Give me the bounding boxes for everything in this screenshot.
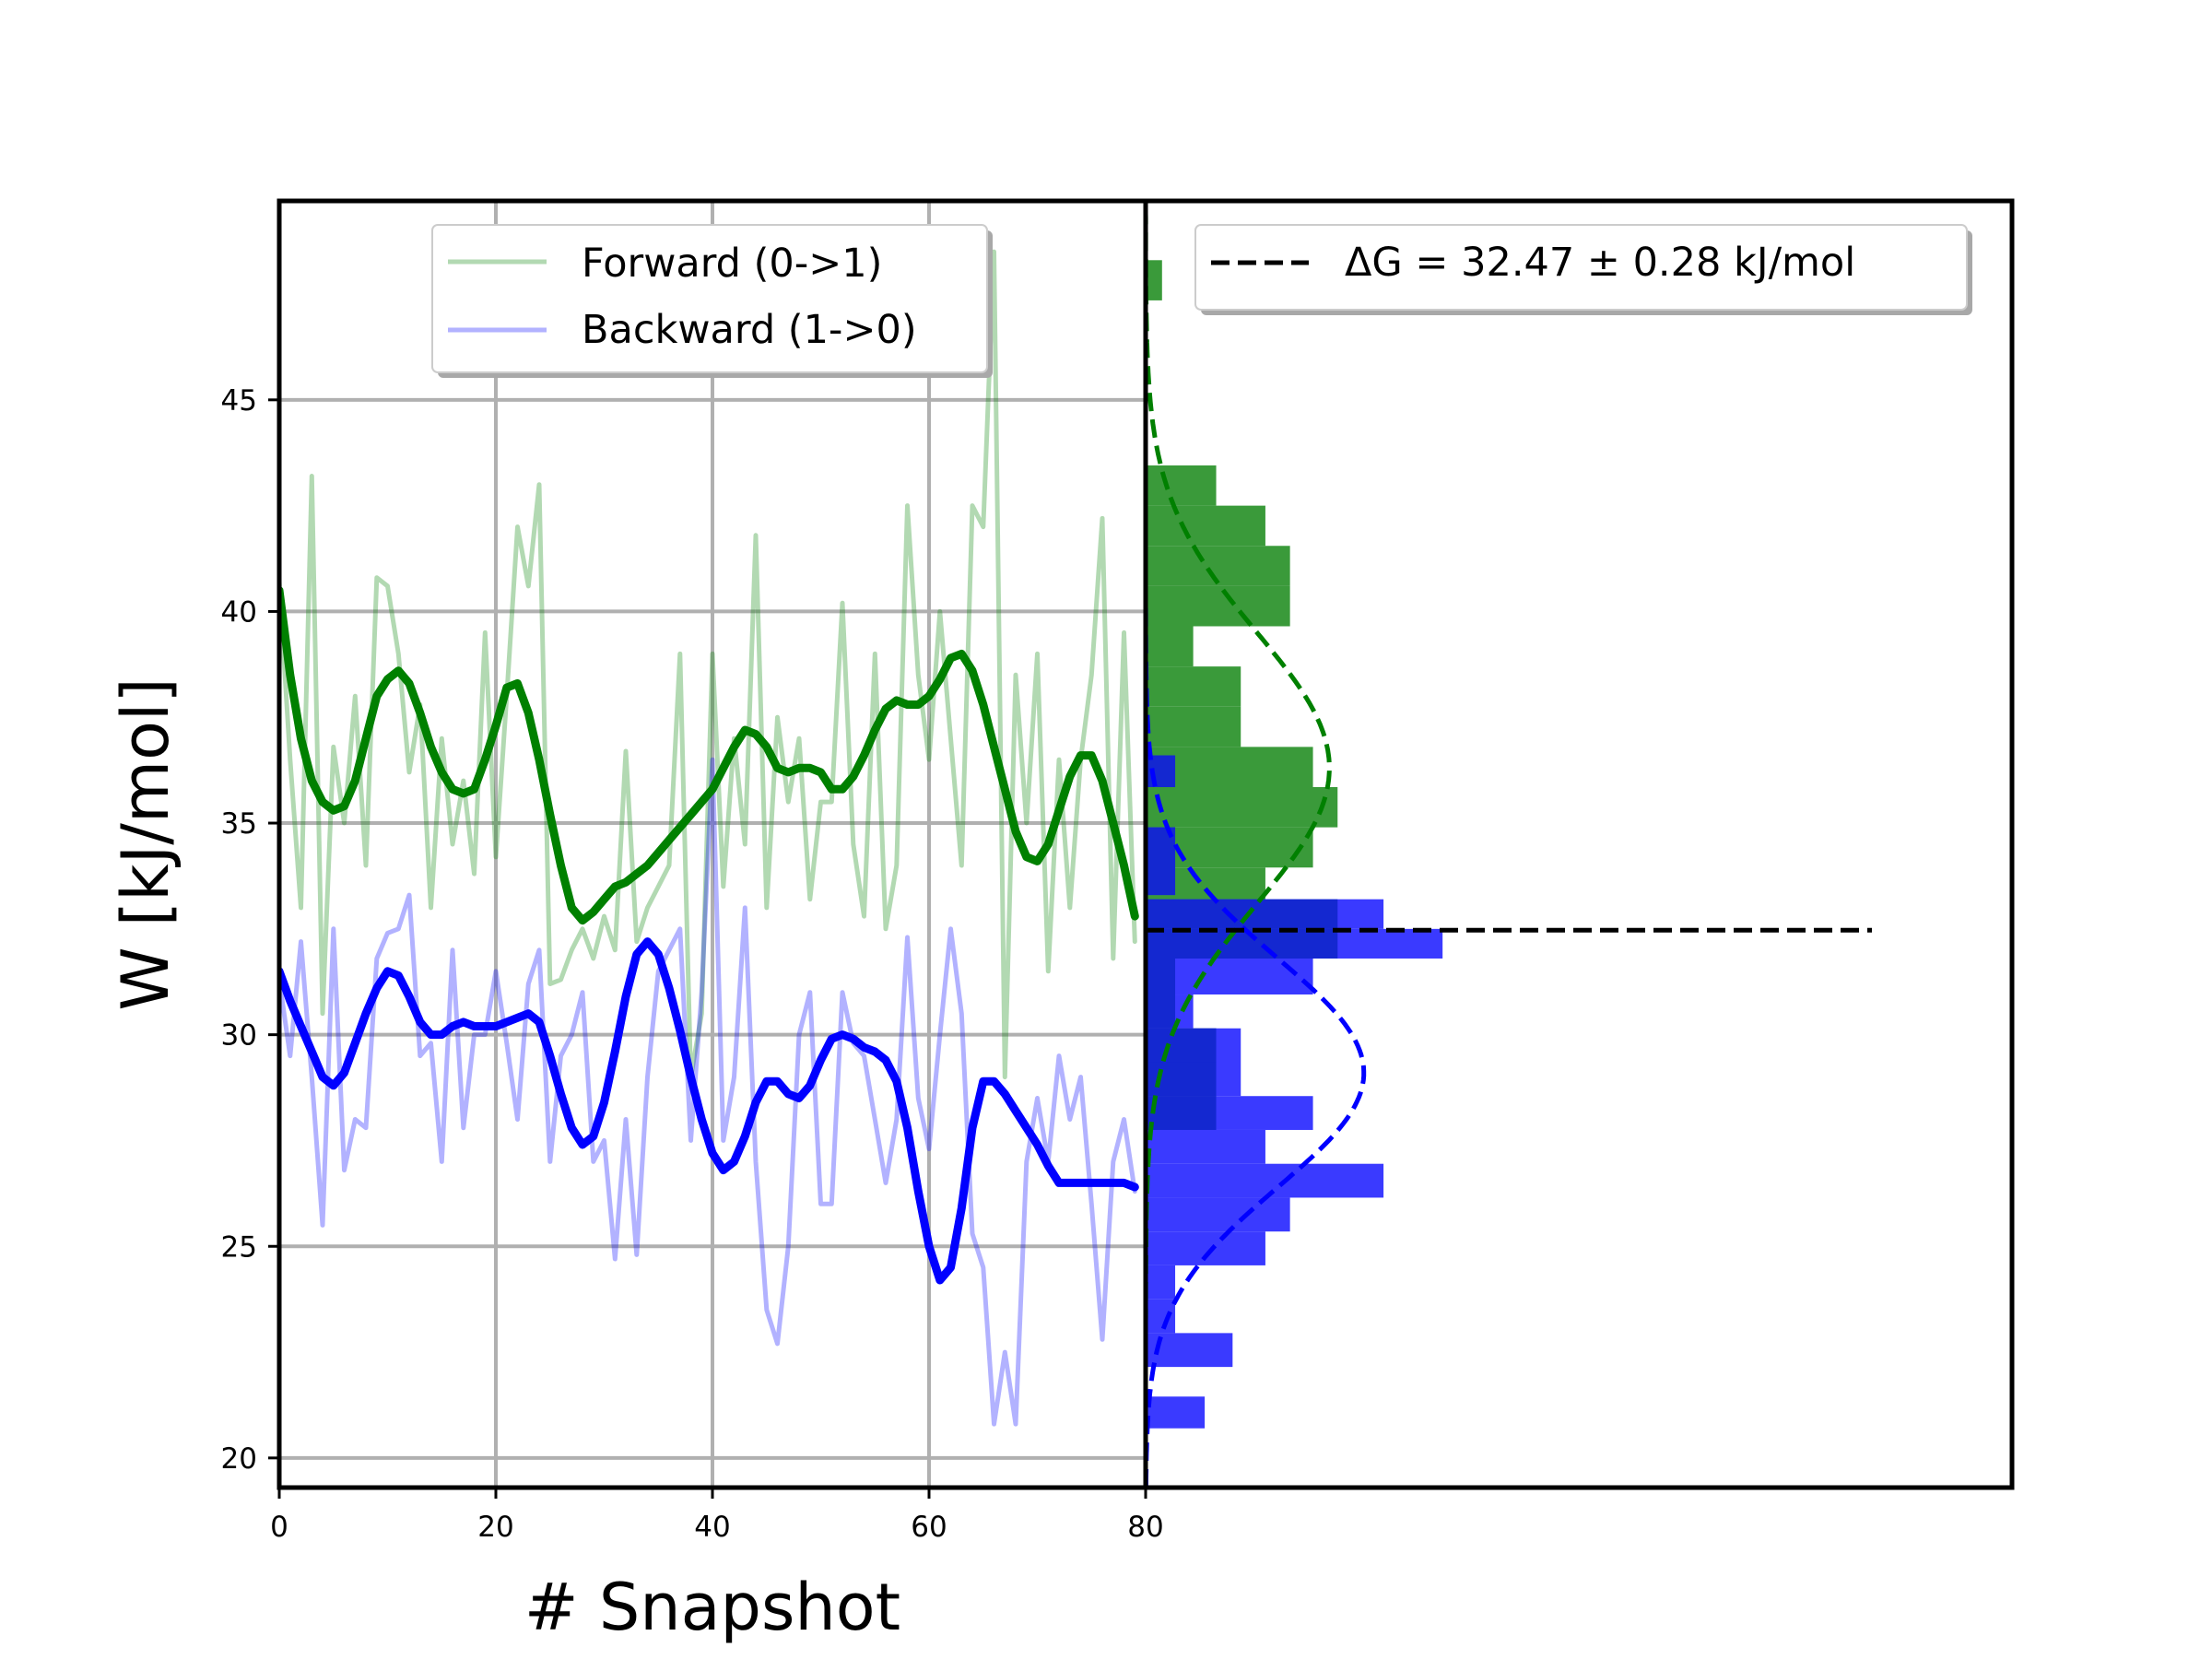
backward-raw-line <box>279 757 1137 1427</box>
overlap-histogram-bar <box>1146 958 1176 995</box>
right-panel: ΔG = 32.47 ± 0.28 kJ/mol <box>1143 198 2015 1490</box>
forward-histogram-bar <box>1146 666 1241 707</box>
x-tick-label: 0 <box>270 1511 288 1544</box>
histogram-bars <box>1146 260 1443 1429</box>
legend-left-box <box>431 224 988 373</box>
legend-forward-label: Forward (0->1) <box>582 241 882 287</box>
x-ticks: 0 20 40 60 80 <box>270 1488 1164 1544</box>
legend-backward-label: Backward (1->0) <box>582 307 917 353</box>
backward-histogram-bar <box>1146 1197 1290 1232</box>
forward-histogram-bar <box>1146 787 1338 828</box>
overlap-histogram-bar <box>1146 899 1338 929</box>
y-tick-label: 40 <box>221 595 257 629</box>
right-axes-frame <box>1143 198 2015 1490</box>
x-axis-title: # Snapshot <box>524 1570 900 1645</box>
legend-dG-label: ΔG = 32.47 ± 0.28 kJ/mol <box>1345 240 1855 286</box>
forward-histogram-bar <box>1146 626 1194 667</box>
backward-histogram-bar <box>1146 1163 1384 1198</box>
overlap-histogram-bar <box>1146 1028 1217 1063</box>
y-axis-title: W [kJ/mol] <box>108 677 183 1010</box>
legend-right-box <box>1194 224 1968 311</box>
backward-fit-curve <box>1146 201 1367 1488</box>
x-tick-label: 20 <box>477 1511 513 1544</box>
legend-left: Forward (0->1) Backward (1->0) <box>431 224 993 378</box>
forward-smoothed-line <box>279 586 1139 925</box>
x-tick-label: 60 <box>911 1511 947 1544</box>
forward-histogram-bar <box>1146 706 1241 747</box>
overlap-histogram-bar <box>1146 1096 1217 1130</box>
forward-histogram-bar <box>1146 505 1265 547</box>
forward-histogram-bar <box>1146 585 1290 627</box>
backward-smoothed-line <box>279 937 1139 1285</box>
forward-histogram-bar <box>1146 260 1162 300</box>
y-tick-label: 25 <box>221 1230 257 1264</box>
overlap-histogram-bar <box>1146 827 1176 896</box>
backward-histogram-bar <box>1146 1129 1265 1164</box>
left-grid <box>279 201 1146 1488</box>
x-tick-label: 40 <box>694 1511 730 1544</box>
left-panel: 0 20 40 60 80 20 25 30 35 40 45 # Snapshot W [kJ/… <box>108 198 1164 1645</box>
overlap-histogram-bar <box>1146 928 1338 959</box>
y-ticks: 20 25 30 35 40 45 <box>221 384 279 1476</box>
y-tick-label: 35 <box>221 807 257 841</box>
overlap-histogram-bar <box>1146 994 1176 1029</box>
backward-histogram-bar <box>1146 1231 1265 1265</box>
x-tick-label: 80 <box>1127 1511 1163 1544</box>
backward-histogram-bar <box>1146 1396 1206 1429</box>
left-lines <box>279 249 1139 1427</box>
y-tick-label: 45 <box>221 384 257 418</box>
overlap-histogram-bar <box>1146 1062 1217 1097</box>
y-tick-label: 30 <box>221 1019 257 1053</box>
y-tick-label: 20 <box>221 1442 257 1476</box>
legend-right: ΔG = 32.47 ± 0.28 kJ/mol <box>1194 224 1972 315</box>
backward-histogram-bar <box>1146 1265 1176 1300</box>
forward-histogram-bar <box>1146 465 1217 506</box>
